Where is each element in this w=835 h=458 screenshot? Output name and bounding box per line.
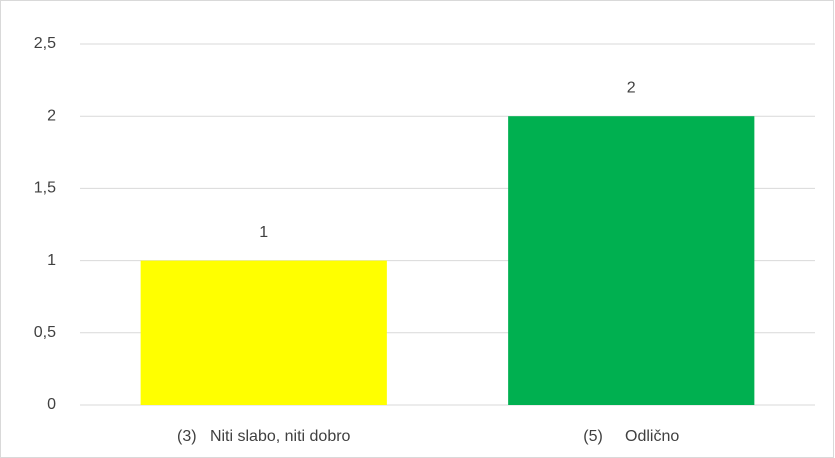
data-label: 2 [627, 79, 636, 96]
bar [508, 116, 755, 405]
y-tick-label: 1 [47, 252, 56, 269]
x-tick-label: (3) Niti slabo, niti dobro [177, 428, 351, 445]
y-tick-label: 0,5 [34, 324, 56, 341]
y-tick-label: 2 [47, 107, 56, 124]
y-tick-label: 1,5 [34, 180, 56, 197]
y-tick-label: 0 [47, 396, 56, 413]
bar [140, 260, 387, 405]
data-label: 1 [259, 224, 268, 241]
x-tick-label: (5) Odlično [583, 428, 679, 445]
y-tick-label: 2,5 [34, 35, 56, 52]
